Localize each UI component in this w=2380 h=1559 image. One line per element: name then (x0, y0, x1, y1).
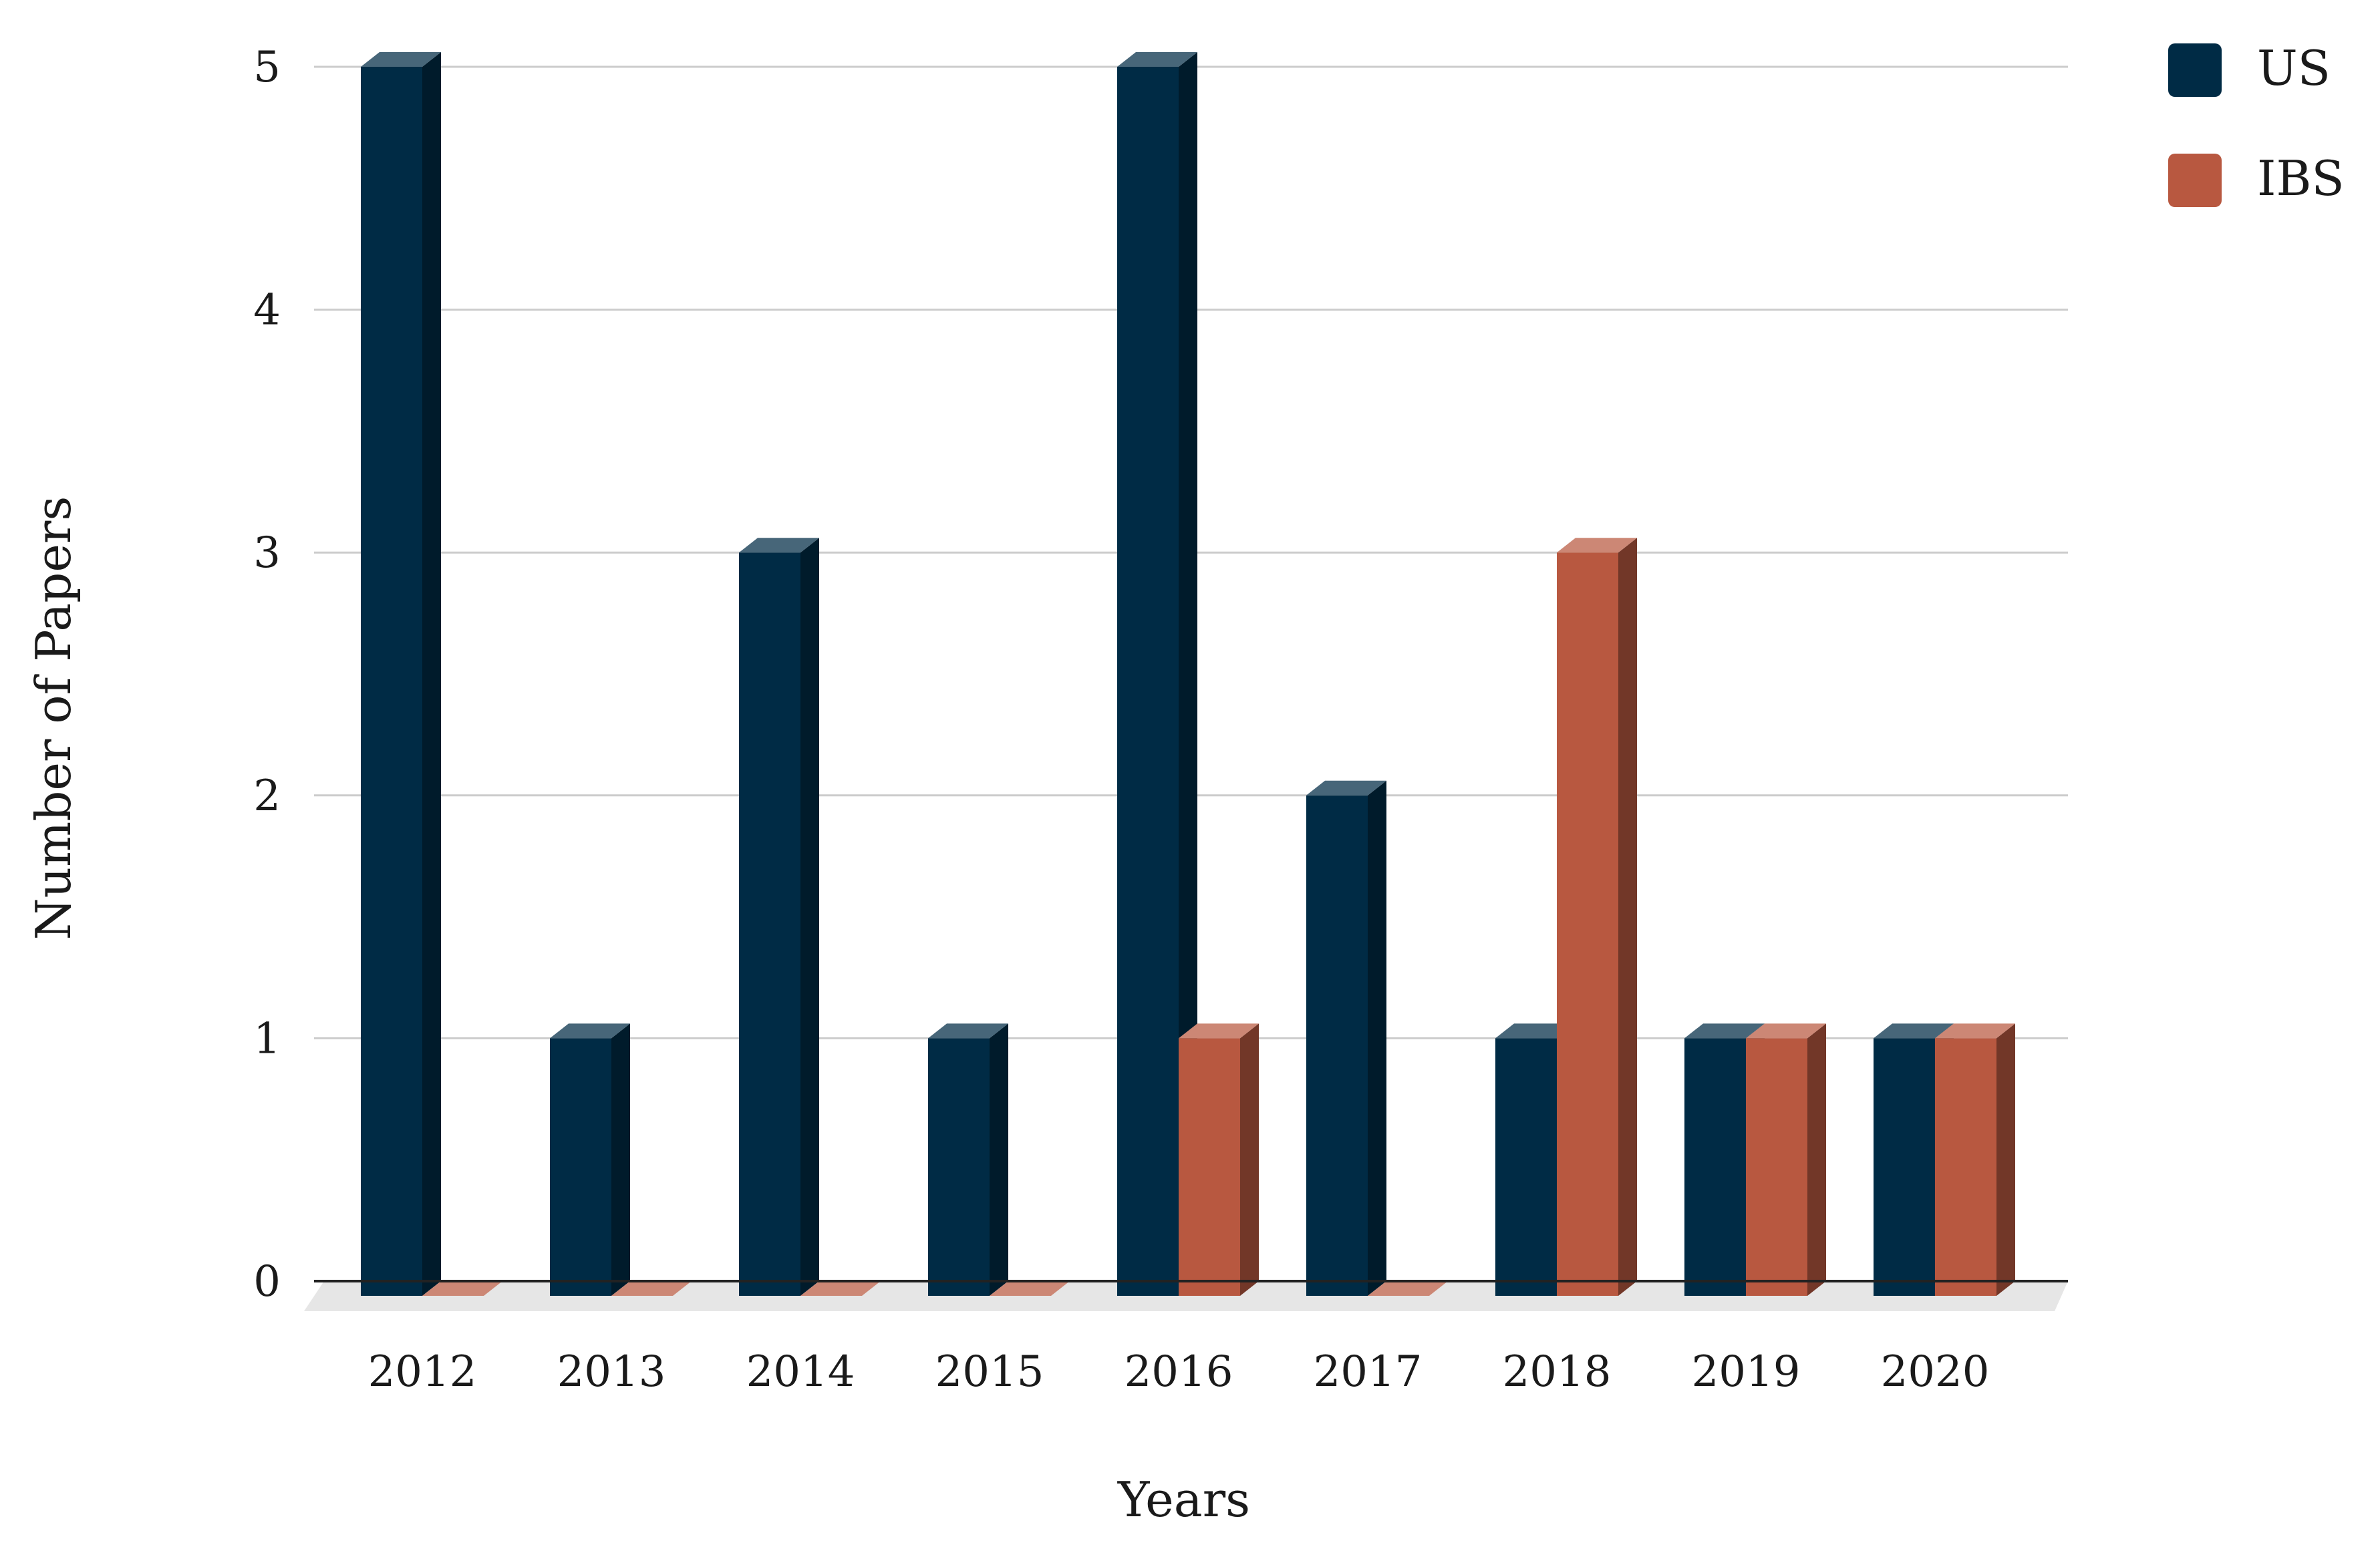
x-tick-label: 2014 (746, 1347, 855, 1397)
bar-front (1557, 552, 1618, 1296)
bar-front (1935, 1038, 1996, 1296)
x-tick-label: 2017 (1314, 1347, 1423, 1397)
bar-ibs-2017 (1368, 1281, 1448, 1296)
bar-front (1179, 1038, 1240, 1296)
bar-top (739, 538, 819, 553)
x-axis-label: Years (1117, 1471, 1250, 1528)
bar-top (1874, 1023, 1954, 1039)
bar-front (550, 1038, 611, 1296)
bar-front (739, 552, 800, 1296)
bar-front (1746, 1038, 1807, 1296)
bar-ibs-2020 (1935, 1023, 2015, 1296)
x-tick-label: 2020 (1881, 1347, 1990, 1397)
legend-label-us: US (2257, 40, 2331, 96)
x-tick-label: 2019 (1692, 1347, 1801, 1397)
bar-top (1117, 52, 1197, 67)
bar-top (1495, 1023, 1576, 1039)
bar-us-2017 (1306, 780, 1386, 1296)
bar-top (422, 1281, 502, 1296)
bar-ibs-2018 (1557, 538, 1637, 1296)
tick-labels: 0 1 2 3 4 5 2012 2013 2014 2015 2016 2017 2018 2019 20… (253, 43, 1989, 1397)
bar-side (800, 538, 819, 1296)
bar-side (422, 52, 441, 1296)
y-tick-label: 3 (253, 528, 281, 578)
bar-top (1935, 1023, 2015, 1039)
bar-side (1618, 538, 1637, 1296)
bars (361, 52, 2015, 1296)
x-tick-label: 2015 (935, 1347, 1044, 1397)
bar-side (990, 1023, 1008, 1296)
bar-ibs-2012 (422, 1281, 502, 1296)
bar-side (1368, 780, 1386, 1296)
bar-top (990, 1281, 1070, 1296)
bar-side (611, 1023, 630, 1296)
bar-front (1306, 795, 1368, 1296)
legend-swatch-us (2168, 43, 2222, 97)
x-tick-label: 2018 (1503, 1347, 1612, 1397)
bar-ibs-2014 (800, 1281, 881, 1296)
bar-side (1240, 1023, 1259, 1296)
bar-ibs-2019 (1746, 1023, 1826, 1296)
bar-ibs-2016 (1179, 1023, 1259, 1296)
bar-top (361, 52, 441, 67)
bar-front (361, 67, 422, 1296)
legend: US IBS (2168, 40, 2345, 207)
y-tick-label: 5 (253, 43, 281, 92)
bar-us-2012 (361, 52, 441, 1296)
y-tick-label: 4 (253, 286, 281, 335)
bar-front (1495, 1038, 1557, 1296)
bar-front (1874, 1038, 1935, 1296)
bar-ibs-2015 (990, 1281, 1070, 1296)
bar-top (1368, 1281, 1448, 1296)
legend-label-ibs: IBS (2257, 150, 2345, 206)
bar-side (1996, 1023, 2015, 1296)
bar-top (550, 1023, 630, 1039)
bar-us-2016 (1117, 52, 1197, 1296)
bar-side (1179, 52, 1197, 1296)
y-tick-label: 0 (253, 1257, 281, 1307)
x-tick-label: 2013 (557, 1347, 666, 1397)
y-axis-label: Number of Papers (25, 496, 82, 940)
legend-swatch-ibs (2168, 154, 2222, 207)
bar-front (1684, 1038, 1746, 1296)
x-tick-label: 2012 (368, 1347, 477, 1397)
bar-top (1746, 1023, 1826, 1039)
bar-us-2014 (739, 538, 819, 1296)
bar-top (1684, 1023, 1765, 1039)
bar-top (928, 1023, 1008, 1039)
y-tick-label: 2 (253, 771, 281, 821)
bar-top (1179, 1023, 1259, 1039)
bar-side (1807, 1023, 1826, 1296)
x-tick-label: 2016 (1125, 1347, 1233, 1397)
y-tick-label: 1 (253, 1014, 281, 1063)
bar-front (1117, 67, 1179, 1296)
bar-top (800, 1281, 881, 1296)
bar-us-2015 (928, 1023, 1008, 1296)
bar-ibs-2013 (611, 1281, 692, 1296)
bar-top (611, 1281, 692, 1296)
bar-front (928, 1038, 990, 1296)
bar-top (1306, 780, 1386, 796)
bar-top (1557, 538, 1637, 553)
bar-us-2013 (550, 1023, 630, 1296)
